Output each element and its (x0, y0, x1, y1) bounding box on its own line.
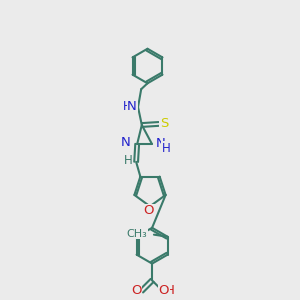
Text: H: H (165, 284, 175, 298)
Text: S: S (160, 117, 168, 130)
Text: N: N (156, 137, 166, 150)
Text: H: H (123, 100, 132, 112)
Text: O: O (131, 284, 142, 298)
Text: N: N (127, 100, 137, 112)
Text: CH₃: CH₃ (127, 229, 148, 238)
Text: H: H (162, 142, 171, 155)
Text: O: O (144, 204, 154, 218)
Text: H: H (124, 154, 133, 167)
Text: N: N (121, 136, 131, 149)
Text: O: O (158, 284, 169, 298)
